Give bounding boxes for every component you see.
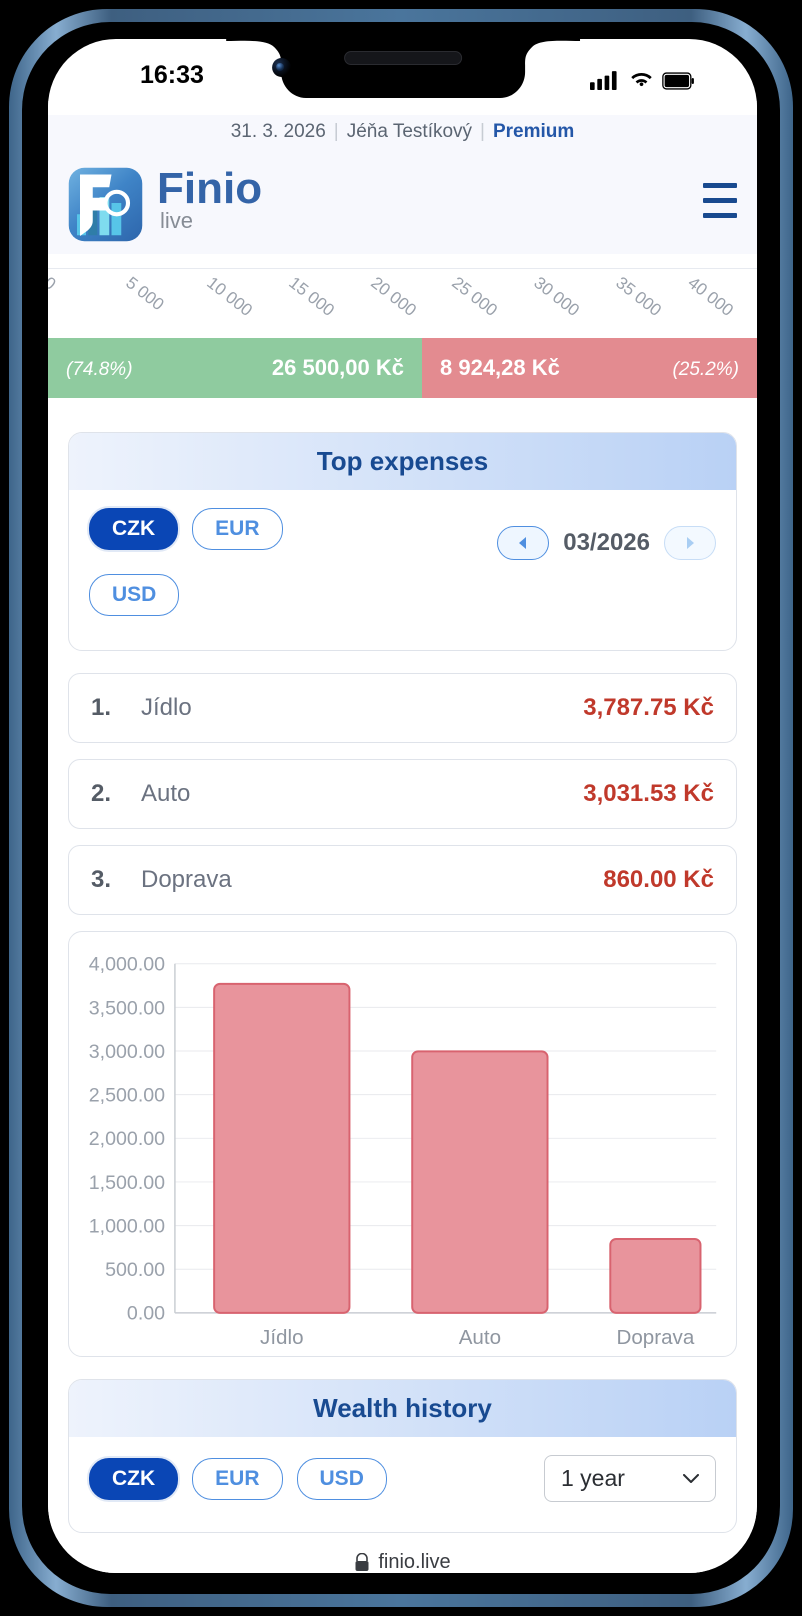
svg-text:4,000.00: 4,000.00	[89, 954, 165, 976]
svg-text:Auto: Auto	[459, 1326, 501, 1349]
svg-text:2,500.00: 2,500.00	[89, 1085, 165, 1107]
svg-text:2,000.00: 2,000.00	[89, 1128, 165, 1150]
svg-text:1,500.00: 1,500.00	[89, 1172, 165, 1194]
svg-text:500.00: 500.00	[105, 1259, 165, 1281]
svg-text:3,000.00: 3,000.00	[89, 1041, 165, 1063]
svg-text:Doprava: Doprava	[617, 1326, 695, 1349]
svg-text:1,000.00: 1,000.00	[89, 1215, 165, 1237]
svg-text:Jídlo: Jídlo	[260, 1326, 303, 1349]
svg-text:0.00: 0.00	[127, 1303, 165, 1325]
svg-text:3,500.00: 3,500.00	[89, 997, 165, 1019]
